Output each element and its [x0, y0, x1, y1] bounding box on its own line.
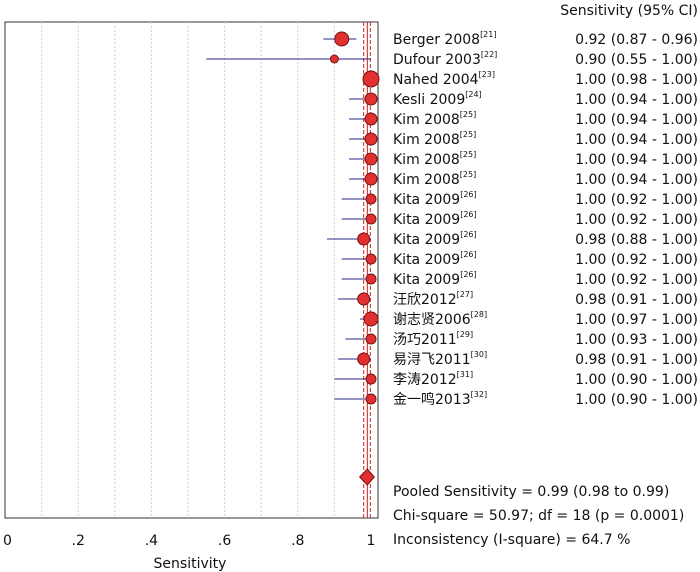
study-label: 易浔飞2011[30]: [393, 350, 487, 368]
grid-lines: [41, 22, 335, 518]
study-point: [364, 132, 378, 146]
study-ci-text: 0.98 (0.91 - 1.00): [575, 352, 698, 368]
study-point: [365, 273, 377, 285]
study-label: Kita 2009[26]: [393, 210, 477, 228]
study-label: Kita 2009[26]: [393, 250, 477, 268]
study-point: [364, 172, 378, 186]
study-point: [357, 352, 371, 366]
study-label: Kim 2008[25]: [393, 130, 476, 148]
x-tick-label: .2: [72, 533, 85, 549]
study-point: [365, 213, 377, 225]
study-ci-text: 1.00 (0.93 - 1.00): [575, 332, 698, 348]
pooled-estimate: [358, 468, 376, 486]
study-label: 汪欣2012[27]: [393, 290, 473, 308]
ci-header: Sensitivity (95% CI): [560, 3, 698, 19]
study-point: [357, 232, 371, 246]
pooled-sensitivity-text: Pooled Sensitivity = 0.99 (0.98 to 0.99): [393, 484, 669, 500]
study-ci-text: 1.00 (0.94 - 1.00): [575, 92, 698, 108]
study-point: [363, 311, 379, 327]
study-label: Kesli 2009[24]: [393, 90, 482, 108]
study-ci-text: 1.00 (0.92 - 1.00): [575, 192, 698, 208]
study-point: [365, 333, 377, 345]
study-point: [334, 31, 350, 47]
study-label: Kita 2009[26]: [393, 270, 477, 288]
study-ci-text: 1.00 (0.90 - 1.00): [575, 372, 698, 388]
study-point: [365, 193, 377, 205]
study-label: Berger 2008[21]: [393, 30, 496, 48]
study-ci-text: 1.00 (0.98 - 1.00): [575, 72, 698, 88]
study-point: [365, 373, 377, 385]
study-label: 李涛2012[31]: [393, 370, 473, 388]
study-ci-text: 0.92 (0.87 - 0.96): [575, 32, 698, 48]
study-point: [365, 393, 377, 405]
study-ci-text: 1.00 (0.90 - 1.00): [575, 392, 698, 408]
study-label: 金一鸣2013[32]: [393, 390, 487, 408]
chi-square-text: Chi-square = 50.97; df = 18 (p = 0.0001): [393, 508, 684, 524]
study-ci-text: 1.00 (0.92 - 1.00): [575, 272, 698, 288]
study-label: Nahed 2004[23]: [393, 70, 495, 88]
pooled-diamond: [358, 468, 376, 486]
study-label: Kim 2008[25]: [393, 170, 476, 188]
x-tick-label: .4: [145, 533, 158, 549]
study-ci-text: 0.98 (0.91 - 1.00): [575, 292, 698, 308]
x-axis-ticks: 0 .2 .4 .6 .8 1: [3, 533, 375, 549]
x-tick-label: .6: [218, 533, 231, 549]
study-label: 汤巧2011[29]: [393, 330, 473, 348]
study-point: [357, 292, 371, 306]
study-rows: Berger 2008[21] 0.92 (0.87 - 0.96) Dufour …: [206, 30, 698, 408]
study-point: [364, 92, 378, 106]
plot-frame: [4, 21, 379, 519]
study-label: Kim 2008[25]: [393, 150, 476, 168]
study-point: [362, 70, 380, 88]
study-label: 谢志贤2006[28]: [393, 310, 487, 328]
study-ci-text: 1.00 (0.94 - 1.00): [575, 172, 698, 188]
study-ci-text: 0.98 (0.88 - 1.00): [575, 232, 698, 248]
study-ci-text: 1.00 (0.94 - 1.00): [575, 112, 698, 128]
study-point: [364, 152, 378, 166]
study-ci-text: 1.00 (0.92 - 1.00): [575, 252, 698, 268]
study-label: Dufour 2003[22]: [393, 50, 497, 68]
study-point: [364, 112, 378, 126]
study-label: Kita 2009[26]: [393, 230, 477, 248]
study-label: Kita 2009[26]: [393, 190, 477, 208]
x-axis-label: Sensitivity: [154, 556, 227, 572]
study-ci-text: 1.00 (0.97 - 1.00): [575, 312, 698, 328]
study-point: [365, 253, 377, 265]
study-ci-text: 1.00 (0.94 - 1.00): [575, 132, 698, 148]
study-ci-text: 1.00 (0.92 - 1.00): [575, 212, 698, 228]
x-tick-label: 0: [3, 533, 12, 549]
inconsistency-text: Inconsistency (I-square) = 64.7 %: [393, 532, 630, 548]
x-tick-label: 1: [367, 533, 376, 549]
study-ci-text: 1.00 (0.94 - 1.00): [575, 152, 698, 168]
study-ci-text: 0.90 (0.55 - 1.00): [575, 52, 698, 68]
reference-lines: [363, 22, 371, 518]
x-tick-label: .8: [291, 533, 304, 549]
study-point: [329, 54, 339, 64]
study-label: Kim 2008[25]: [393, 110, 476, 128]
